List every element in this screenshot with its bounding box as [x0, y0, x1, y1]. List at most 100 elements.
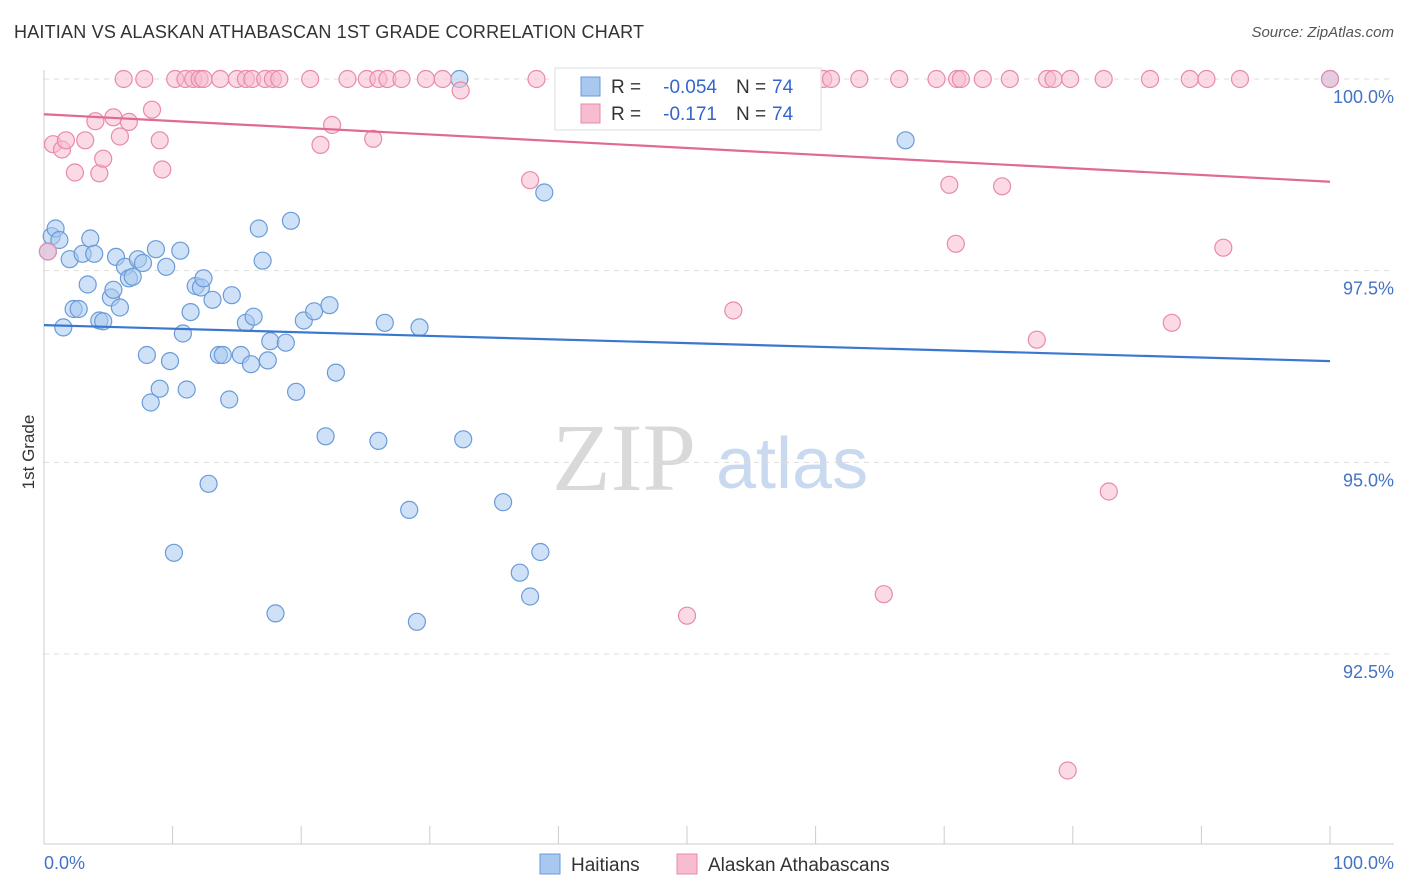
data-point-0-55	[305, 302, 324, 321]
y-tick-label-2: 95.0%	[1343, 470, 1394, 490]
data-point-0-16	[110, 298, 130, 317]
x-tick-label-max: 100.0%	[1333, 853, 1394, 873]
data-point-1-31	[323, 115, 342, 135]
data-point-0-22	[137, 345, 156, 365]
data-point-0-60	[375, 313, 394, 332]
legend-n-label-athabascans: N =	[736, 104, 766, 125]
series-legend: Haitians Alaskan Athabascans	[539, 853, 890, 876]
data-point-1-4	[65, 163, 85, 182]
data-point-0-21	[133, 253, 153, 273]
data-point-0-45	[244, 307, 263, 326]
data-point-1-72	[1230, 69, 1250, 89]
data-point-0-51	[276, 333, 295, 352]
data-point-1-51	[890, 69, 909, 89]
legend-n-label-haitians: N =	[736, 77, 766, 98]
data-point-0-37	[203, 290, 222, 309]
legend-r-value-haitians: -0.054	[663, 77, 717, 98]
data-point-1-56	[951, 69, 971, 89]
data-point-0-31	[177, 380, 196, 399]
y-tick-label-1: 97.5%	[1343, 279, 1394, 299]
y-tick-label-3: 92.5%	[1343, 662, 1394, 682]
trend-line-0	[43, 324, 1331, 363]
data-point-0-23	[141, 393, 160, 412]
scatter-points	[38, 69, 1340, 780]
data-point-1-62	[1044, 69, 1063, 89]
data-point-0-24	[146, 240, 165, 259]
data-point-1-38	[416, 69, 435, 89]
data-point-0-19	[123, 267, 142, 286]
bottom-legend-label-athabascans: Alaskan Athabascans	[708, 855, 890, 876]
legend-n-value-haitians: 74	[772, 77, 794, 98]
data-point-0-30	[173, 324, 192, 343]
correlation-legend: R = -0.054 N = 74 R = -0.171 N = 74	[554, 67, 822, 131]
data-point-1-67	[1140, 69, 1160, 89]
bottom-legend-swatch-athabascans	[676, 853, 698, 875]
data-point-1-65	[1094, 69, 1113, 89]
data-point-0-53	[287, 382, 306, 401]
data-point-0-49	[261, 332, 280, 351]
data-point-1-54	[946, 234, 965, 253]
data-point-0-9	[81, 229, 100, 248]
data-point-1-3	[56, 131, 76, 150]
bottom-legend-swatch-haitians	[539, 853, 561, 875]
trend-line-1	[43, 113, 1331, 183]
data-point-1-59	[1000, 69, 1019, 89]
data-point-0-71	[896, 131, 915, 150]
data-point-1-8	[94, 149, 113, 168]
data-point-0-59	[369, 431, 388, 450]
y-axis-title: 1st Grade	[19, 415, 38, 490]
data-point-0-29	[171, 241, 190, 260]
data-point-0-52	[281, 211, 300, 230]
data-point-0-50	[266, 604, 285, 623]
data-point-1-40	[451, 81, 470, 100]
data-point-0-27	[160, 352, 180, 371]
data-point-1-39	[433, 69, 452, 89]
data-point-1-22	[211, 69, 230, 89]
data-point-1-63	[1058, 761, 1077, 780]
data-point-1-21	[194, 69, 213, 89]
data-point-1-15	[150, 131, 169, 150]
data-point-1-66	[1099, 482, 1118, 501]
data-point-1-14	[142, 100, 162, 119]
data-point-1-58	[992, 177, 1012, 196]
data-point-1-70	[1197, 69, 1216, 89]
data-point-0-57	[320, 296, 339, 315]
data-point-1-13	[135, 69, 154, 89]
data-point-1-50	[874, 585, 893, 604]
data-point-1-5	[76, 131, 95, 150]
data-point-0-28	[164, 543, 183, 562]
data-point-1-57	[973, 69, 992, 89]
x-ticks	[43, 826, 1331, 844]
trend-lines	[43, 113, 1331, 363]
data-point-1-71	[1214, 238, 1233, 257]
data-point-1-60	[1027, 330, 1046, 349]
data-point-1-41	[520, 171, 540, 190]
data-point-1-69	[1180, 69, 1199, 89]
data-point-0-32	[181, 303, 200, 322]
data-point-1-12	[114, 69, 133, 89]
data-point-0-25	[150, 379, 169, 398]
data-point-0-62	[407, 612, 426, 631]
bottom-legend-label-haitians: Haitians	[571, 855, 640, 876]
data-point-0-68	[520, 587, 540, 606]
data-point-1-53	[940, 175, 959, 194]
data-point-0-26	[157, 257, 176, 276]
data-point-0-56	[316, 427, 335, 446]
legend-r-label-haitians: R =	[611, 77, 641, 98]
series-points-0	[38, 69, 1340, 631]
data-point-0-41	[222, 286, 241, 305]
data-point-0-3	[54, 318, 73, 337]
legend-r-value-athabascans: -0.171	[663, 104, 717, 125]
axes	[43, 70, 1394, 845]
data-point-0-44	[241, 355, 261, 374]
y-tick-labels: 100.0% 97.5% 95.0% 92.5%	[1333, 87, 1394, 682]
legend-r-label-athabascans: R =	[611, 104, 641, 125]
watermark-zip: ZIP	[552, 404, 696, 511]
data-point-0-48	[258, 351, 277, 370]
data-point-1-37	[392, 69, 411, 89]
data-point-1-64	[1061, 69, 1080, 89]
data-point-0-47	[253, 251, 272, 270]
watermark-atlas: atlas	[716, 424, 868, 504]
data-point-0-69	[531, 542, 550, 562]
